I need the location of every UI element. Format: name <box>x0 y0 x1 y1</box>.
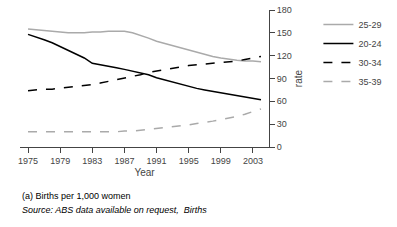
svg-text:120: 120 <box>277 51 292 61</box>
svg-text:60: 60 <box>277 96 287 106</box>
svg-text:20-24: 20-24 <box>358 39 381 49</box>
svg-text:1983: 1983 <box>82 156 102 166</box>
svg-text:1975: 1975 <box>18 156 38 166</box>
svg-text:1979: 1979 <box>50 156 70 166</box>
svg-text:2003: 2003 <box>243 156 263 166</box>
svg-text:150: 150 <box>277 28 292 38</box>
svg-text:1995: 1995 <box>179 156 199 166</box>
svg-text:(a) Births per 1,000 women: (a) Births per 1,000 women <box>22 191 131 201</box>
svg-text:90: 90 <box>277 74 287 84</box>
svg-text:30: 30 <box>277 119 287 129</box>
svg-text:25-29: 25-29 <box>358 20 381 30</box>
svg-text:1999: 1999 <box>211 156 231 166</box>
svg-text:rate: rate <box>293 69 304 87</box>
svg-text:1991: 1991 <box>147 156 167 166</box>
svg-text:0: 0 <box>277 142 282 152</box>
svg-text:Source: ABS data available on: Source: ABS data available on request, B… <box>22 205 207 215</box>
svg-text:Year: Year <box>134 167 155 178</box>
svg-text:30-34: 30-34 <box>358 58 381 68</box>
svg-text:35-39: 35-39 <box>358 77 381 87</box>
svg-text:180: 180 <box>277 5 292 15</box>
svg-text:1987: 1987 <box>114 156 134 166</box>
